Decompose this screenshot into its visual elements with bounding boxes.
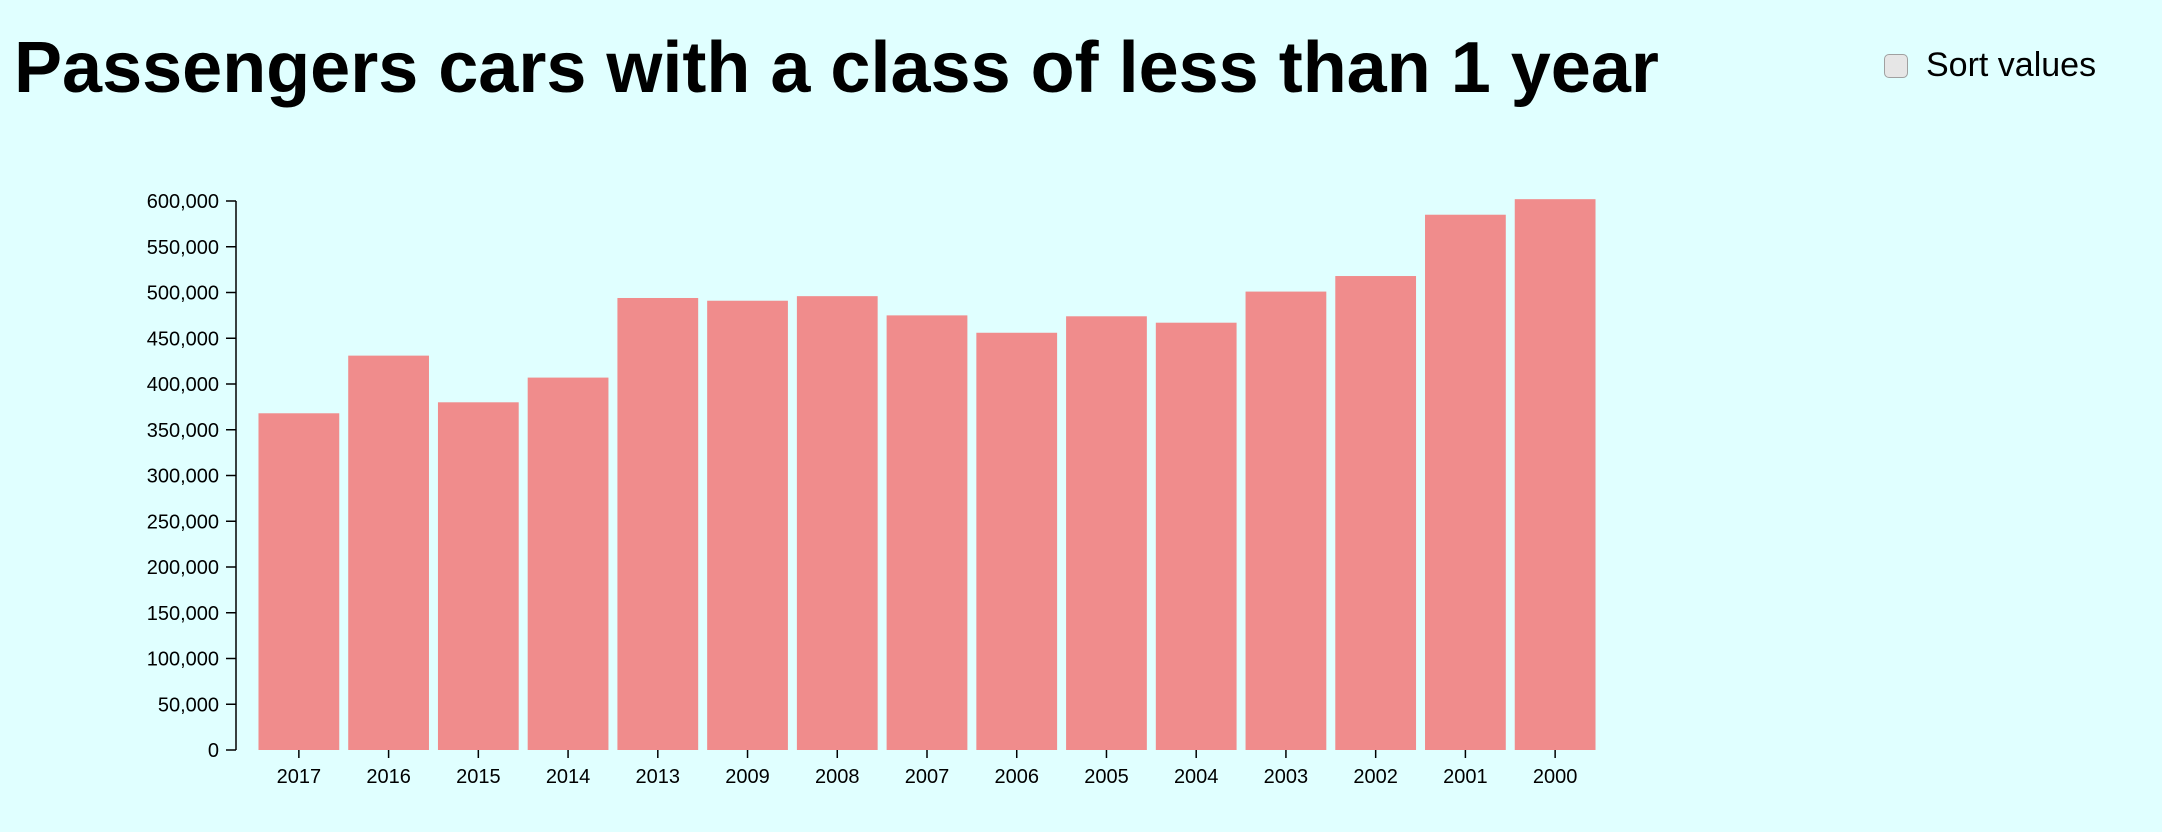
bar-2016	[348, 355, 429, 750]
y-tick-label: 600,000	[147, 191, 219, 213]
bar-2013	[617, 297, 699, 750]
y-tick-label: 0	[208, 740, 219, 762]
y-tick-label: 350,000	[147, 420, 219, 442]
y-tick-label: 450,000	[147, 328, 219, 350]
bar-2008	[796, 296, 878, 750]
x-tick-label: 2013	[636, 766, 681, 788]
bar-2000	[1514, 199, 1596, 751]
bar-2001	[1425, 214, 1506, 751]
y-tick-label: 400,000	[147, 374, 219, 396]
x-tick-label: 2003	[1264, 766, 1309, 788]
x-tick-label: 2015	[456, 766, 501, 788]
bar-2002	[1335, 276, 1417, 750]
x-tick-label: 2007	[905, 766, 950, 788]
bar-2005	[1066, 316, 1147, 750]
x-tick-label: 2016	[366, 766, 411, 788]
y-axis: 0 50,000 100,000 150,000 200,000 250,000 300,0…	[147, 191, 237, 762]
y-tick-label: 100,000	[147, 649, 219, 671]
y-tick-label: 200,000	[147, 557, 219, 579]
y-tick-label: 50,000	[158, 694, 219, 716]
y-tick-label: 550,000	[147, 237, 219, 259]
page-title: Passengers cars with a class of less tha…	[14, 28, 1659, 108]
x-axis: 2017 2016 2015 2014 2013 2009 2008 2007 2006 2005…	[277, 750, 1578, 788]
x-tick-label: 2001	[1443, 766, 1488, 788]
x-tick-label: 2002	[1353, 766, 1398, 788]
x-tick-label: 2005	[1084, 766, 1129, 788]
bar-2017	[258, 413, 340, 750]
x-tick-label: 2004	[1174, 766, 1219, 788]
y-tick-label: 500,000	[147, 283, 219, 305]
sort-values-label: Sort values	[1926, 46, 2097, 84]
bar-2009	[707, 300, 788, 750]
bars	[258, 199, 1596, 751]
x-tick-label: 2017	[277, 766, 322, 788]
y-tick-label: 300,000	[147, 466, 219, 488]
bar-2006	[976, 332, 1058, 750]
x-tick-label: 2000	[1533, 766, 1578, 788]
sort-values-control[interactable]: Sort values	[1884, 46, 2096, 85]
bar-2007	[886, 315, 968, 750]
x-tick-label: 2009	[725, 766, 770, 788]
bar-2015	[437, 402, 519, 750]
sort-values-checkbox[interactable]	[1884, 53, 1908, 78]
x-tick-label: 2008	[815, 766, 860, 788]
x-tick-label: 2006	[994, 766, 1039, 788]
bar-2004	[1155, 322, 1237, 750]
bar-2003	[1245, 291, 1327, 750]
x-tick-label: 2014	[546, 766, 591, 788]
bar-2014	[527, 377, 609, 750]
y-tick-label: 150,000	[147, 603, 219, 625]
y-tick-label: 250,000	[147, 511, 219, 533]
